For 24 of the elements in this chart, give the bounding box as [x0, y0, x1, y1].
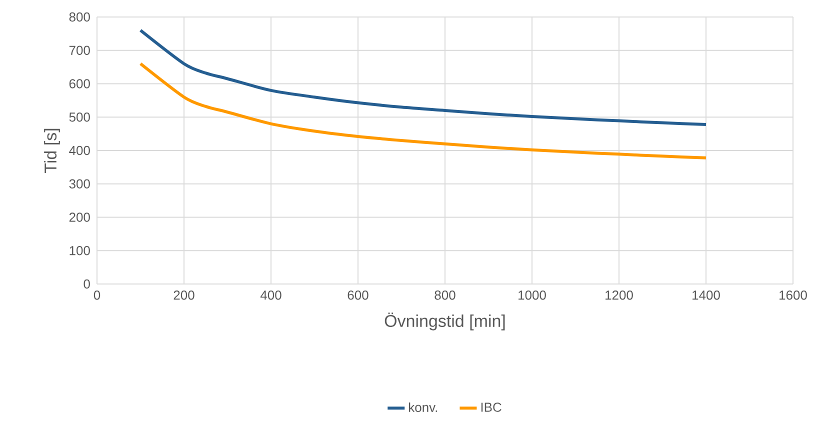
legend-label: IBC — [481, 402, 502, 412]
y-tick-label: 600 — [69, 79, 90, 88]
legend-label: konv. — [408, 402, 438, 412]
y-tick-label: 300 — [69, 179, 90, 188]
x-tick-label: 600 — [348, 290, 368, 300]
x-tick-label: 1200 — [606, 290, 633, 300]
y-tick-label: 400 — [69, 146, 90, 156]
x-tick-label: 400 — [260, 290, 282, 300]
x-tick-label: 800 — [434, 290, 456, 300]
x-tick-label: 0 — [94, 290, 100, 300]
y-tick-label: 0 — [84, 279, 90, 289]
y-tick-label: 500 — [69, 112, 90, 122]
y-tick-label: 800 — [69, 12, 90, 22]
y-tick-label: 200 — [69, 212, 90, 222]
x-tick-label: 1600 — [780, 290, 807, 300]
y-axis-title: Tid [s] — [44, 128, 60, 173]
x-axis-title: Övningstid [min] — [384, 312, 505, 330]
y-tick-label: 100 — [70, 246, 90, 256]
y-tick-label: 700 — [69, 46, 90, 55]
line-series — [139, 28, 708, 126]
line-series — [139, 62, 708, 160]
x-tick-label: 200 — [174, 290, 194, 300]
x-tick-label: 1000 — [518, 290, 546, 300]
x-tick-label: 1400 — [692, 290, 720, 300]
